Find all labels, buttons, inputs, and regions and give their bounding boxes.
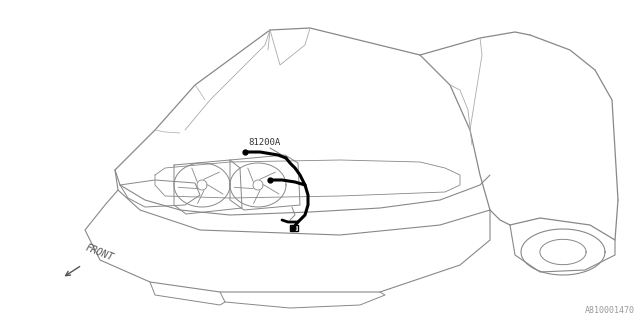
Text: FRONT: FRONT [84,243,115,263]
Text: A810001470: A810001470 [585,306,635,315]
Bar [290,225,298,231]
Text: 81200A: 81200A [248,138,280,147]
